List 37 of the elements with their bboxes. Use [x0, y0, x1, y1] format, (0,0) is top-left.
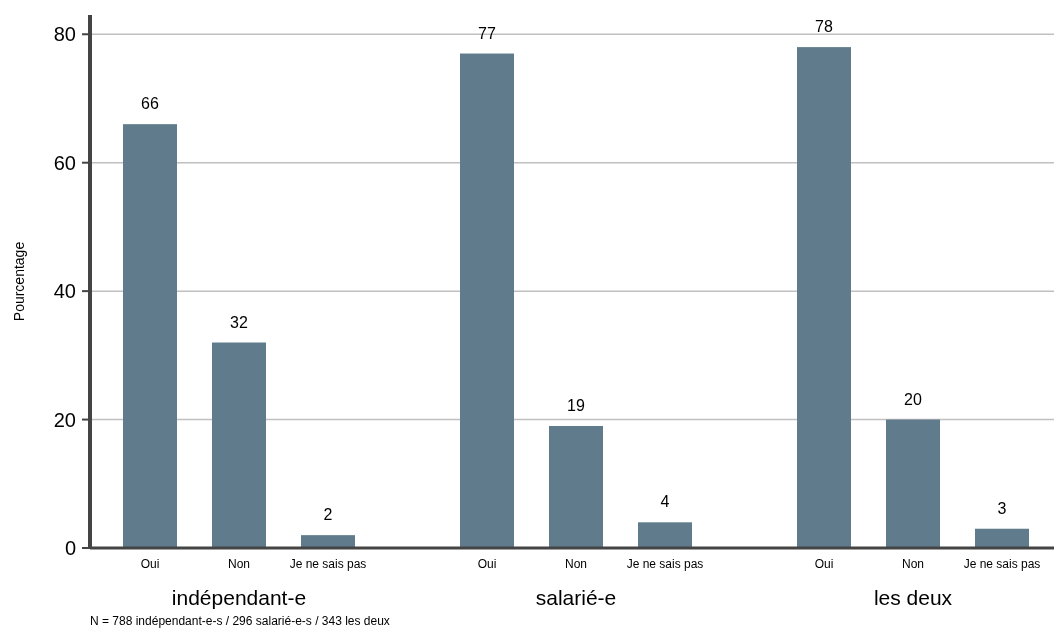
text: Je ne sais pas	[626, 557, 704, 571]
bar	[549, 425, 603, 548]
data-label: 4	[660, 493, 670, 511]
data-label: 66	[141, 95, 159, 113]
text: Oui	[477, 557, 497, 571]
bar	[797, 47, 851, 548]
data-label: 19	[567, 396, 585, 414]
series-label: Oui	[140, 557, 160, 571]
bar	[638, 522, 692, 548]
y-tick-label: 20	[53, 408, 76, 431]
series-label: Je ne sais pas	[963, 557, 1041, 571]
y-axis-title: Pourcentage	[11, 241, 27, 322]
series-label: Non	[227, 557, 251, 571]
bar	[975, 528, 1029, 548]
data-label: 3	[997, 499, 1007, 517]
data-label: 32	[230, 313, 248, 331]
y-tick-label: 0	[64, 537, 76, 559]
text: N = 788 indépendant-e-s / 296 salarié-e-s / 343 les deux	[90, 614, 390, 628]
text: Non	[564, 557, 588, 571]
data-label: 20	[904, 390, 922, 408]
y-tick-label: 40	[53, 280, 76, 303]
data-label: 77	[478, 24, 496, 42]
x-tick-label: indépendant-e	[171, 586, 307, 609]
bar	[212, 342, 266, 548]
bar	[460, 53, 514, 548]
bar	[886, 419, 940, 548]
data-label: 2	[323, 506, 333, 524]
data-label: 78	[815, 18, 833, 36]
y-tick-label: 60	[53, 151, 76, 174]
bar	[301, 535, 355, 548]
x-tick-label: salarié-e	[535, 586, 617, 609]
text: Non	[901, 557, 925, 571]
text: Je ne sais pas	[289, 557, 367, 571]
text: Oui	[814, 557, 834, 571]
bar	[123, 124, 177, 548]
y-tick-label: 80	[53, 23, 76, 46]
x-tick-label: les deux	[873, 586, 953, 609]
